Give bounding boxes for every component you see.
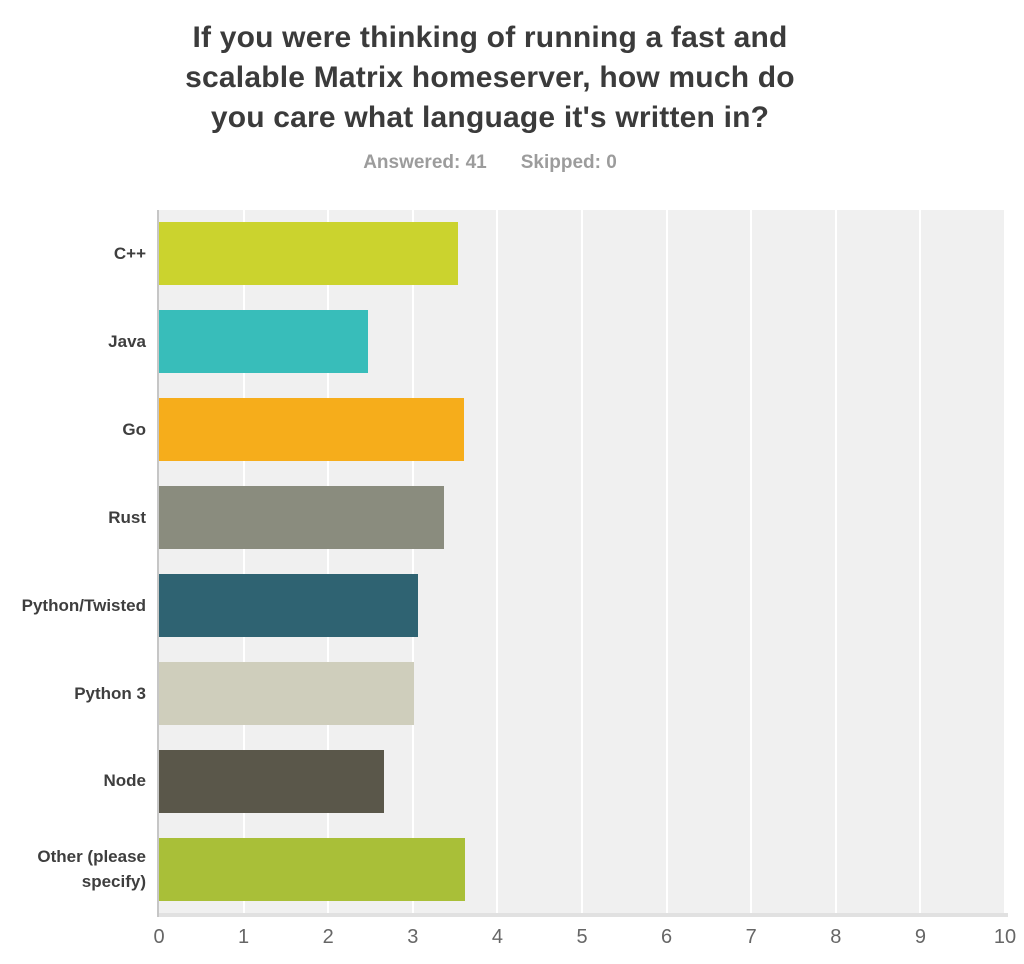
bar-rust (159, 486, 445, 550)
chart-title: If you were thinking of running a fast a… (0, 18, 980, 138)
chart-title-line-3: you care what language it's written in? (210, 101, 770, 134)
x-axis-tick-label-1: 1 (238, 926, 250, 948)
plot-area (159, 210, 1006, 913)
gridline-7 (750, 210, 753, 913)
skipped-count: Skipped: 0 (520, 152, 617, 173)
chart-title-line-2: scalable Matrix homeserver, how much do (185, 61, 795, 94)
y-axis-label-other-please-specify: Other (please specify) (37, 846, 146, 892)
x-axis-tick-label-10: 10 (993, 926, 1017, 948)
x-axis-tick-label-8: 8 (830, 926, 842, 948)
y-axis-label-python-twisted: Python/Twisted (21, 595, 146, 615)
y-axis-label-java: Java (108, 332, 146, 352)
gridline-10 (1004, 210, 1006, 913)
gridline-6 (665, 210, 668, 913)
chart-title-line-1: If you were thinking of running a fast a… (192, 21, 788, 54)
x-axis-tick-label-0: 0 (153, 926, 165, 948)
gridline-1 (242, 210, 245, 913)
gridline-4 (496, 210, 499, 913)
x-axis-tick-label-5: 5 (576, 926, 588, 948)
y-axis-label-rust: Rust (108, 507, 146, 527)
gridline-5 (581, 210, 583, 913)
y-axis-line (157, 210, 159, 917)
chart-subtitle: Answered: 41 Skipped: 0 (0, 152, 980, 174)
x-axis-tick-label-9: 9 (914, 926, 926, 948)
x-axis-tick-label-2: 2 (322, 926, 334, 948)
bar-go (159, 398, 465, 462)
gridline-3 (411, 210, 414, 913)
bar-node (159, 749, 385, 813)
bar-python-twisted (159, 573, 418, 637)
gridline-8 (834, 210, 837, 913)
bar-other-please-specify (159, 837, 466, 901)
y-axis-label-node: Node (103, 771, 147, 791)
gridline-9 (919, 210, 922, 913)
y-axis-label-c: C++ (113, 244, 146, 264)
x-axis-tick-label-7: 7 (745, 926, 757, 948)
bar-c (159, 222, 459, 286)
x-axis-tick-label-4: 4 (491, 926, 503, 948)
answered-count: Answered: 41 (363, 152, 487, 173)
plot-bottom-shadow (159, 913, 1008, 917)
x-axis-tick-label-3: 3 (407, 926, 419, 948)
x-axis-tick-label-6: 6 (661, 926, 673, 948)
y-axis-label-go: Go (122, 419, 146, 439)
bar-java (159, 310, 368, 374)
gridline-2 (327, 210, 330, 913)
y-axis-label-python-3: Python 3 (74, 683, 146, 703)
bar-python-3 (159, 661, 415, 725)
